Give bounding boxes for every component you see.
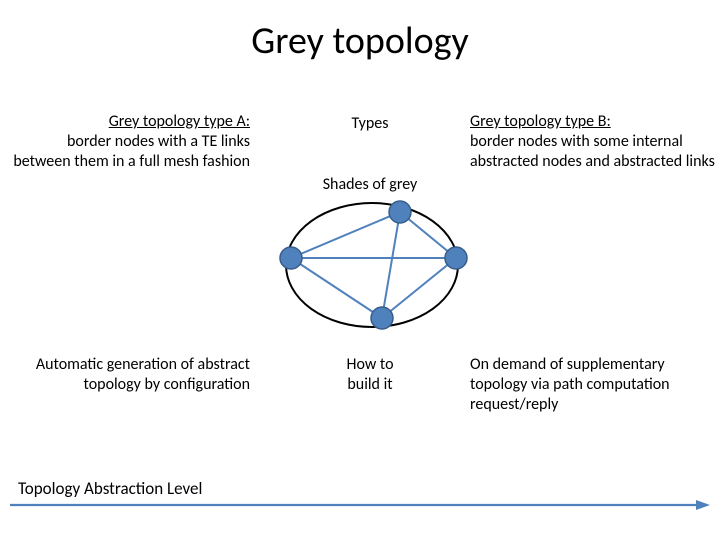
node-right xyxy=(445,247,467,269)
type-b-line1: border nodes with some internal xyxy=(470,132,720,152)
types-label: Types xyxy=(310,114,430,134)
build-right-line1: On demand of supplementary xyxy=(470,355,720,375)
abstraction-arrow-head xyxy=(696,500,710,510)
type-b-block: Grey topology type B: border nodes with … xyxy=(470,112,720,172)
type-b-line2: abstracted nodes and abstracted links xyxy=(470,152,720,172)
edge-left-bottom xyxy=(291,258,382,318)
build-left-block: Automatic generation of abstract topolog… xyxy=(0,355,250,395)
build-left-line1: Automatic generation of abstract xyxy=(0,355,250,375)
type-a-line2: between them in a full mesh fashion xyxy=(0,152,250,172)
build-right-line3: request/reply xyxy=(470,395,720,415)
type-a-line1: border nodes with a TE links xyxy=(0,132,250,152)
build-right-line2: topology via path computation xyxy=(470,375,720,395)
type-a-block: Grey topology type A: border nodes with … xyxy=(0,112,250,172)
node-top xyxy=(389,201,411,223)
edge-top-bottom xyxy=(382,212,400,318)
edge-top-right xyxy=(400,212,456,258)
howto-label: How to build it xyxy=(310,355,430,395)
footer-label: Topology Abstraction Level xyxy=(18,478,202,499)
edge-right-bottom xyxy=(382,258,456,318)
type-a-heading: Grey topology type A: xyxy=(0,112,250,132)
shades-label: Shades of grey xyxy=(310,175,430,195)
build-left-line2: topology by configuration xyxy=(0,375,250,395)
page-title: Grey topology xyxy=(0,18,720,64)
topology-ellipse xyxy=(286,203,458,327)
node-bottom xyxy=(371,307,393,329)
type-b-heading: Grey topology type B: xyxy=(470,112,720,132)
diagram-svg xyxy=(0,0,720,540)
node-left xyxy=(280,247,302,269)
build-right-block: On demand of supplementary topology via … xyxy=(470,355,720,415)
edge-left-top xyxy=(291,212,400,258)
